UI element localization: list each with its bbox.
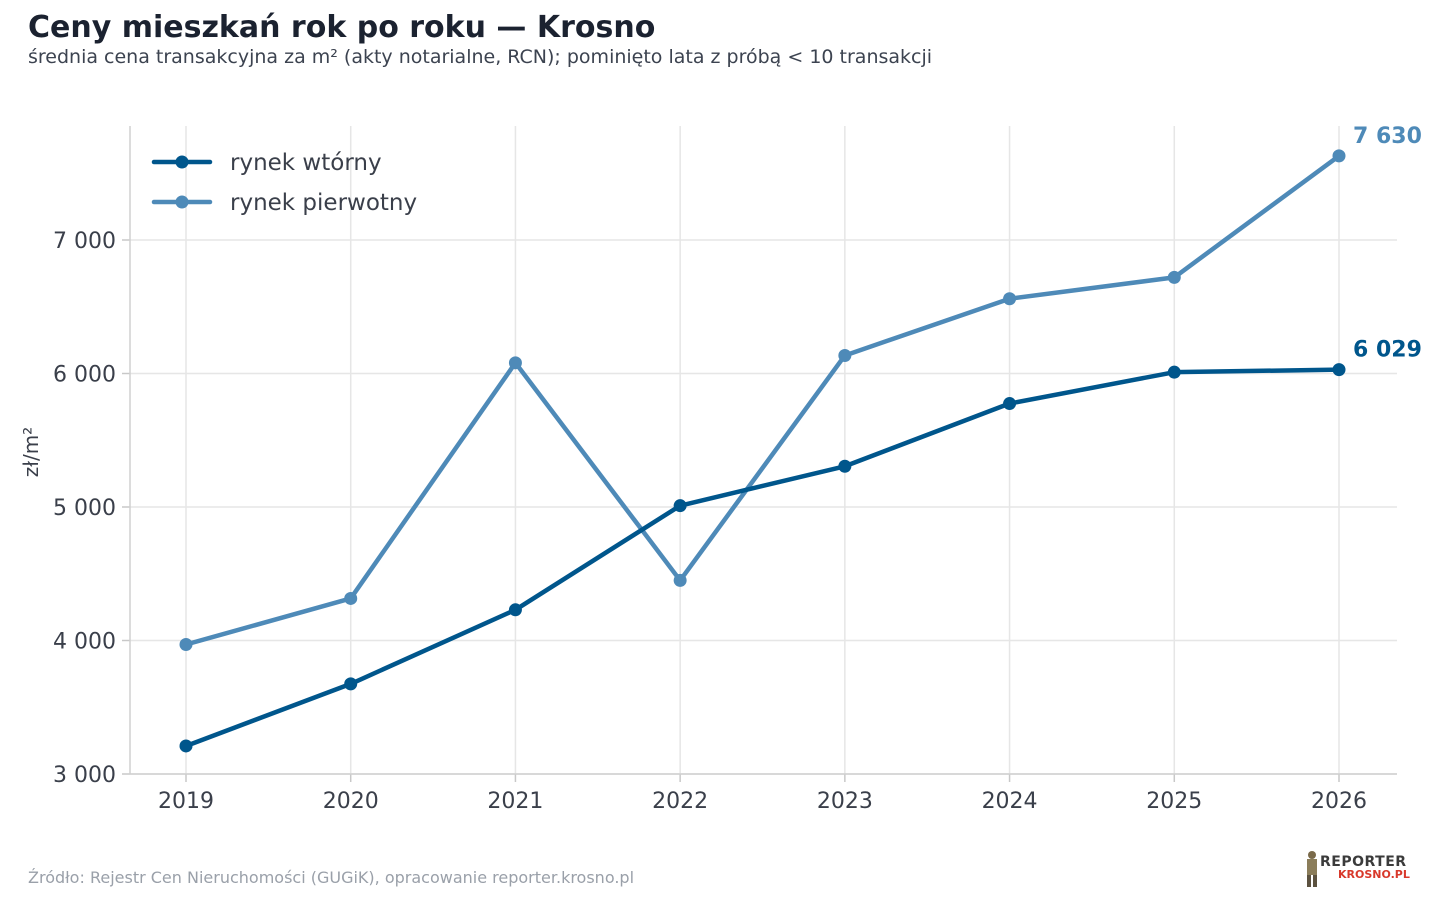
legend-label: rynek pierwotny <box>230 190 417 216</box>
data-point <box>344 677 358 691</box>
reporter-figure-icon <box>1307 851 1317 887</box>
y-tick-label: 3 000 <box>53 763 116 788</box>
data-point <box>1332 149 1346 163</box>
legend-item: rynek pierwotny <box>151 190 417 216</box>
y-axis-label: zł/m² <box>19 427 43 477</box>
data-point <box>508 356 522 370</box>
data-point <box>179 638 193 652</box>
y-tick-label: 6 000 <box>53 363 116 388</box>
logo-text-krosno: KROSNO.PL <box>1338 868 1410 881</box>
legend-item: rynek wtórny <box>151 150 382 176</box>
axes: 3 000 4 000 5 000 6 000 7 000 2019 2020 2021 202… <box>19 126 1397 814</box>
x-tick-label: 2023 <box>817 789 873 814</box>
x-tick-label: 2026 <box>1311 789 1367 814</box>
x-tick-label: 2019 <box>158 789 214 814</box>
y-tick-label: 5 000 <box>53 496 116 521</box>
series-line <box>183 153 1342 647</box>
chart-title: Ceny mieszkań rok po roku — Krosno <box>28 10 656 45</box>
data-point <box>1332 363 1346 377</box>
series-rynek-wtorny: 6 029 <box>179 338 1422 753</box>
reporter-logo: REPORTER KROSNO.PL <box>1300 850 1410 890</box>
source-note: Źródło: Rejestr Cen Nieruchomości (GUGiK… <box>28 868 635 887</box>
data-point <box>1003 397 1017 411</box>
series-rynek-pierwotny: 7 630 <box>179 124 1422 652</box>
end-value-label: 7 630 <box>1353 124 1422 149</box>
x-tick-label: 2020 <box>323 789 379 814</box>
y-tick-label: 7 000 <box>53 229 116 254</box>
data-point <box>838 348 852 362</box>
data-point <box>1167 365 1181 379</box>
x-tick-label: 2024 <box>982 789 1038 814</box>
x-tick-label: 2022 <box>652 789 708 814</box>
chart-subtitle: średnia cena transakcyjna za m² (akty no… <box>28 46 933 68</box>
legend: rynek wtórny rynek pierwotny <box>151 150 417 216</box>
data-point <box>344 591 358 605</box>
end-value-label: 6 029 <box>1353 338 1422 363</box>
data-point <box>1167 270 1181 284</box>
x-tick-label: 2025 <box>1146 789 1202 814</box>
series-group: 7 630 6 029 <box>179 124 1422 753</box>
series-line <box>183 367 1342 749</box>
x-tick-label: 2021 <box>487 789 543 814</box>
data-point <box>838 459 852 473</box>
legend-label: rynek wtórny <box>230 150 382 176</box>
logo-text-reporter: REPORTER <box>1320 854 1407 870</box>
data-point <box>179 739 193 753</box>
data-point <box>1003 292 1017 306</box>
data-point <box>673 573 687 587</box>
legend-marker <box>175 195 189 209</box>
data-point <box>508 603 522 617</box>
y-tick-label: 4 000 <box>53 630 116 655</box>
data-point <box>673 499 687 513</box>
legend-marker <box>175 155 189 169</box>
grid-lines <box>130 126 1397 775</box>
